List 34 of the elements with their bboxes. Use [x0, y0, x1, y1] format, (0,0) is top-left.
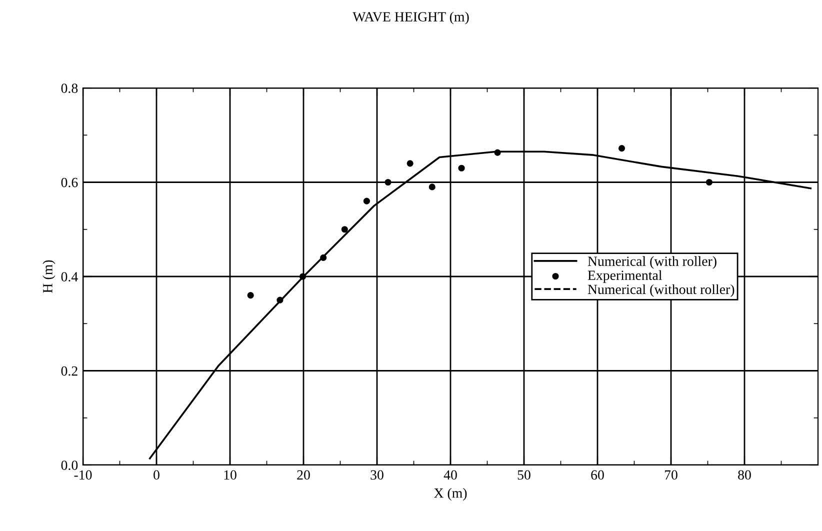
x-tick-label: 10 — [224, 470, 236, 480]
y-tick-label: 0.0 — [61, 460, 78, 470]
x-tick-label: 0 — [154, 470, 160, 480]
y-axis-title: H (m) — [42, 260, 56, 293]
point — [247, 292, 254, 299]
legend-label: Experimental — [588, 270, 662, 283]
x-tick-label: 60 — [591, 470, 604, 480]
y-tick-label: 0.4 — [61, 272, 78, 282]
point — [299, 273, 306, 280]
point — [276, 296, 284, 304]
x-tick-label: 20 — [297, 470, 310, 480]
point — [406, 160, 414, 167]
point — [706, 178, 713, 186]
point — [618, 145, 626, 152]
x-tick-label: 30 — [370, 470, 384, 480]
y-tick-label: 0.8 — [61, 84, 78, 94]
point — [458, 164, 465, 172]
x-tick-label: 70 — [664, 470, 678, 480]
x-tick-label: 80 — [738, 470, 751, 480]
x-tick-label: 50 — [518, 470, 530, 480]
y-tick-label: 0.2 — [61, 366, 78, 376]
y-tick-label: 0.6 — [61, 178, 78, 188]
point — [320, 254, 327, 261]
legend-label: Numerical (without roller) — [588, 284, 734, 297]
x-tick-label: 40 — [444, 470, 457, 480]
x-axis-title: X (m) — [434, 488, 467, 501]
x-tick-label: -10 — [74, 470, 92, 480]
point — [363, 198, 370, 204]
point — [494, 149, 501, 156]
legend-label: Numerical (with roller) — [588, 256, 716, 269]
point — [428, 184, 436, 190]
chart-title: WAVE HEIGHT (m) — [352, 12, 469, 24]
point — [384, 178, 392, 186]
point — [341, 226, 348, 233]
